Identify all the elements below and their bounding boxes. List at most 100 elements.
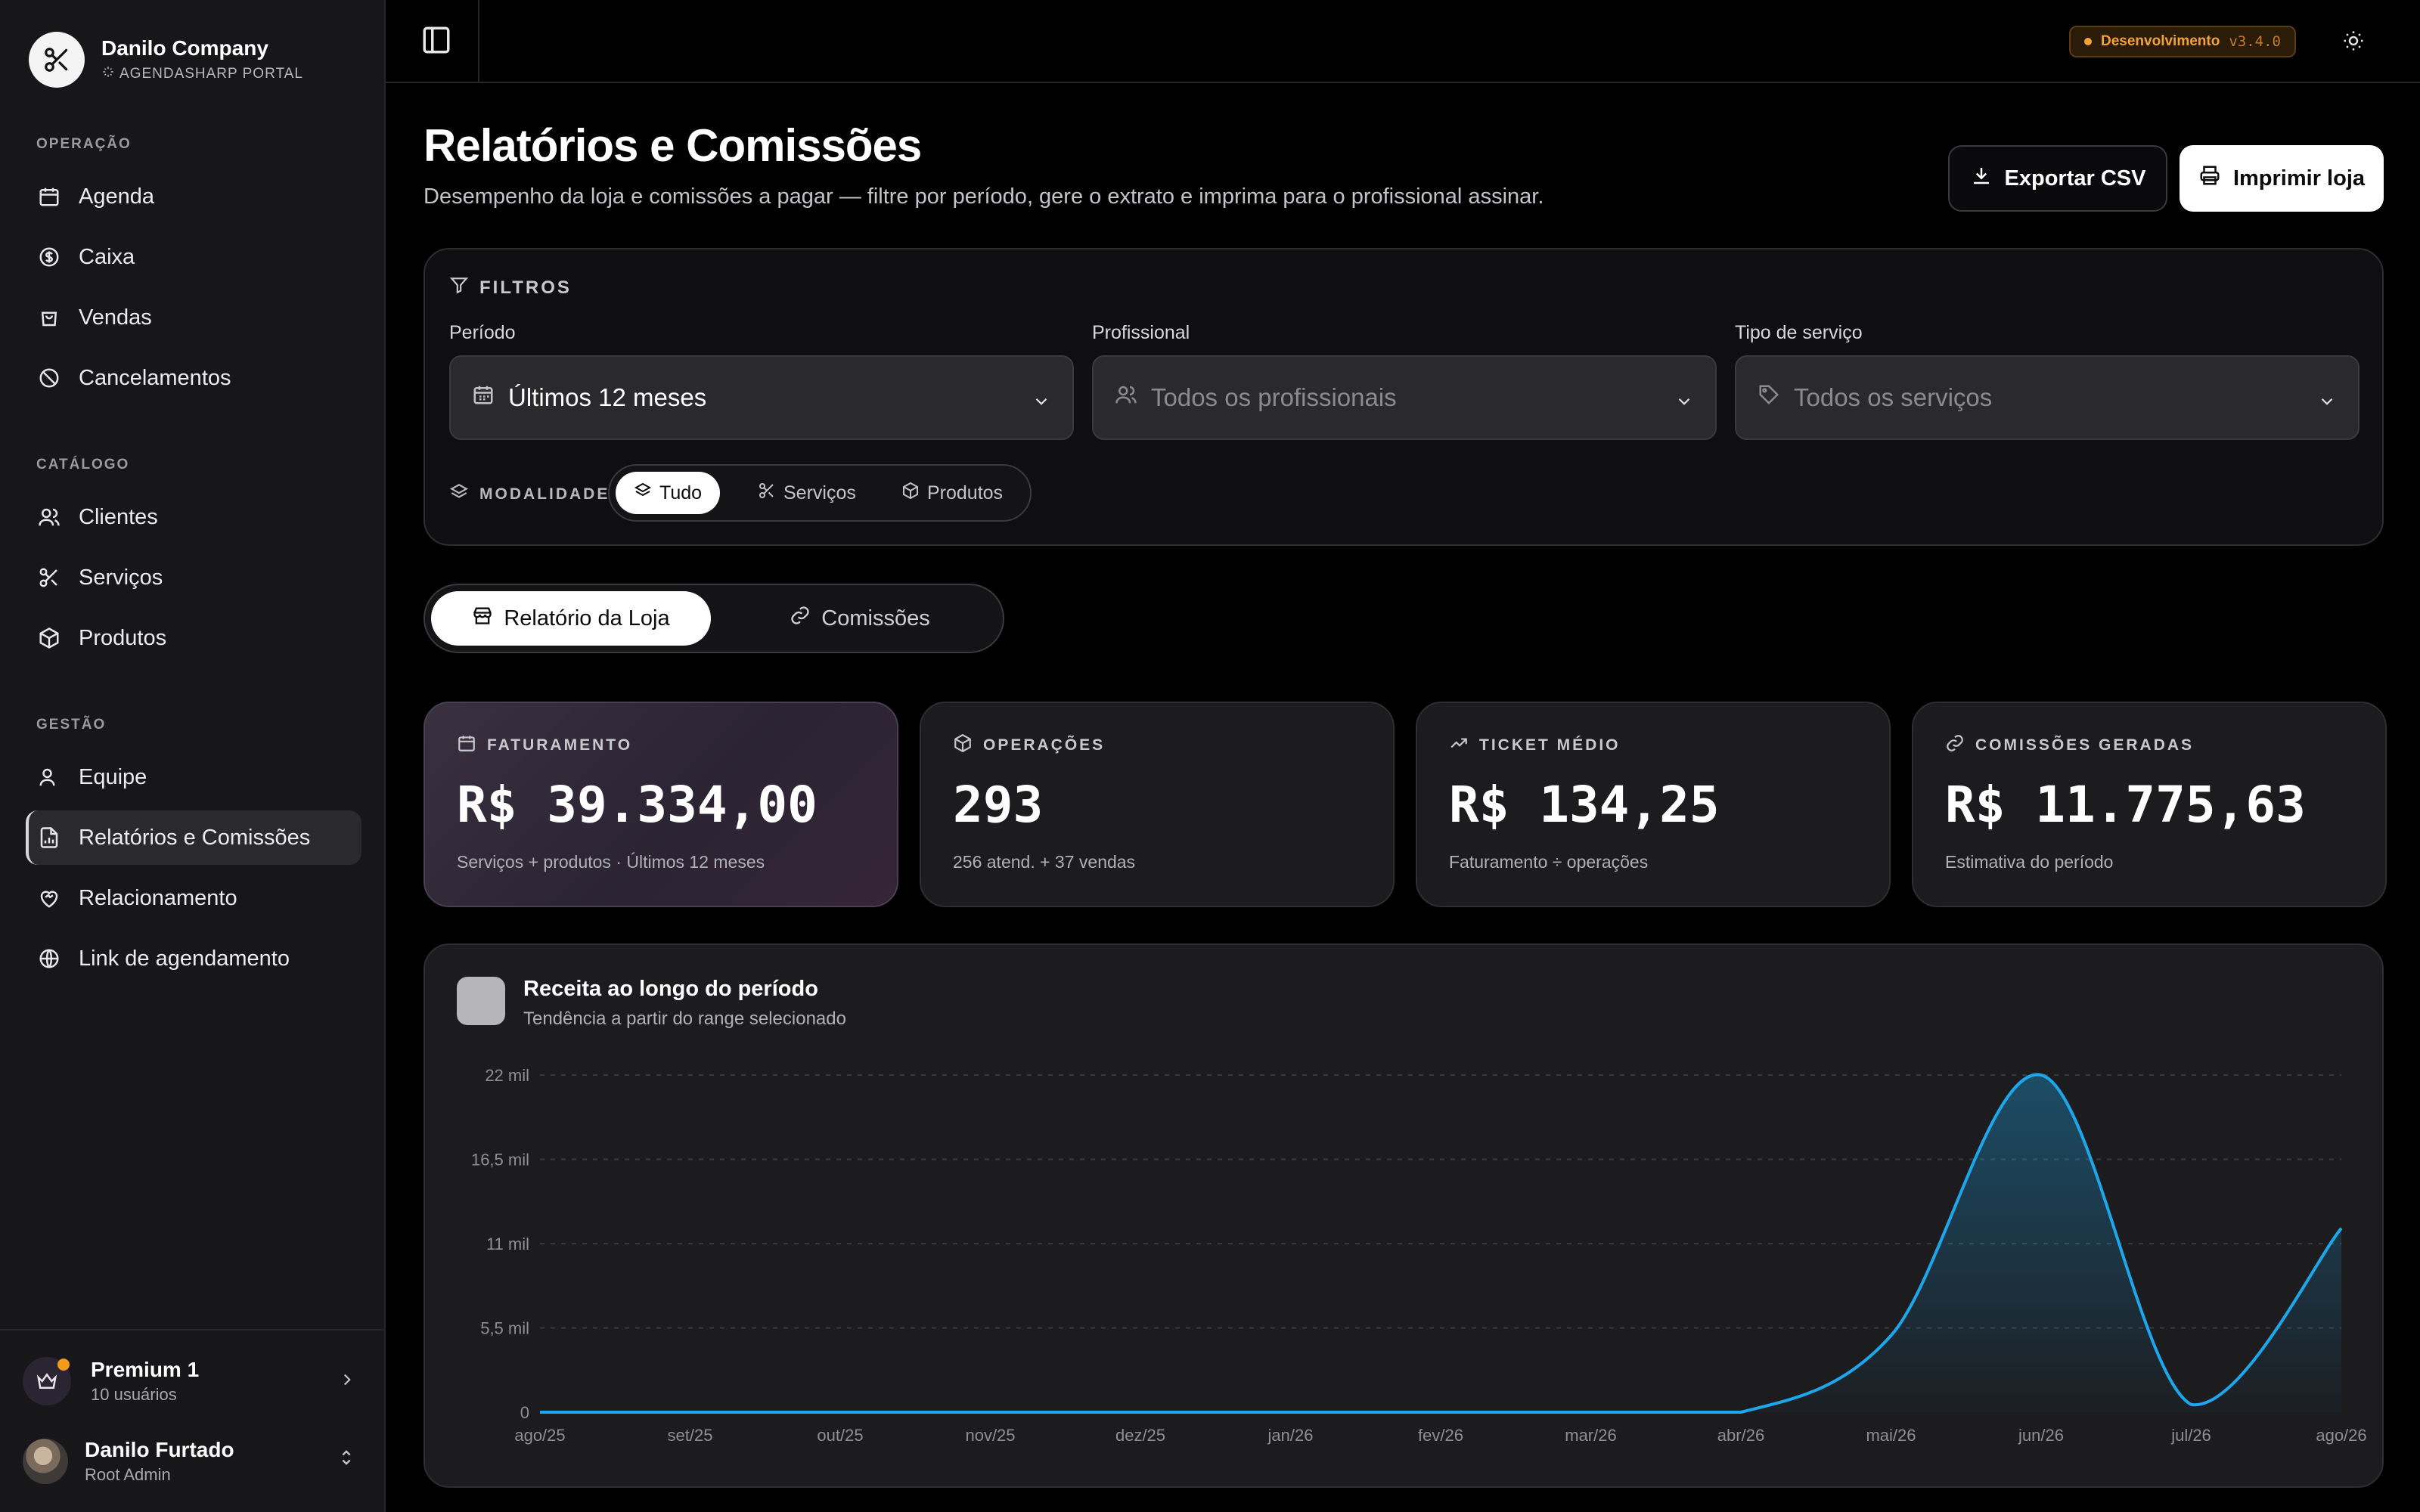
period-value: Últimos 12 meses	[508, 383, 707, 411]
kpi-subtext: Faturamento ÷ operações	[1449, 852, 1649, 872]
users-icon	[36, 504, 62, 530]
nav-section-gestao: GESTÃO	[36, 717, 107, 733]
professional-select[interactable]: Todos os profissionais	[1092, 355, 1717, 440]
ban-icon	[36, 365, 62, 391]
sidebar-divider	[0, 1329, 384, 1331]
period-select[interactable]: Últimos 12 meses	[449, 355, 1074, 440]
revenue-area	[540, 1074, 2341, 1412]
calendar-icon	[36, 184, 62, 209]
sidebar-item-produtos[interactable]: Produtos	[26, 611, 361, 665]
kpi-subtext: Serviços + produtos · Últimos 12 meses	[457, 852, 765, 872]
trending-up-icon	[1449, 733, 1469, 758]
sidebar-item-label: Serviços	[79, 565, 163, 590]
modality-option-tudo[interactable]: Tudo	[616, 472, 721, 514]
x-tick-label: jan/26	[1267, 1426, 1314, 1445]
sidebar-item-link-agendamento[interactable]: Link de agendamento	[26, 931, 361, 986]
chart-title: Receita ao longo do período	[523, 977, 818, 1001]
brand-name: Danilo Company	[101, 36, 268, 60]
kpi-operacoes: OPERAÇÕES 293 256 atend. + 37 vendas	[920, 702, 1395, 907]
brand[interactable]: Danilo Company AGENDASHARP PORTAL	[29, 32, 303, 88]
user-role: Root Admin	[85, 1465, 171, 1484]
modality-option-produtos[interactable]: Produtos	[883, 472, 1021, 514]
kpi-value: R$ 134,25	[1449, 776, 1720, 834]
heart-handshake-icon	[36, 885, 62, 911]
export-csv-label: Exportar CSV	[2004, 166, 2146, 191]
user-menu[interactable]: Danilo Furtado Root Admin	[23, 1427, 363, 1495]
service-type-label: Tipo de serviço	[1735, 322, 1863, 343]
report-tabs: Relatório da Loja Comissões	[424, 584, 1004, 653]
user-name: Danilo Furtado	[85, 1438, 234, 1461]
x-tick-label: set/25	[668, 1426, 713, 1445]
sidebar-item-relacionamento[interactable]: Relacionamento	[26, 871, 361, 925]
x-tick-label: dez/25	[1115, 1426, 1165, 1445]
x-tick-label: nov/25	[965, 1426, 1015, 1445]
sidebar-item-label: Equipe	[79, 764, 147, 789]
y-tick-label: 11 mil	[486, 1235, 529, 1253]
sidebar-item-label: Cancelamentos	[79, 365, 231, 390]
env-status-dot	[2084, 38, 2092, 45]
x-tick-label: fev/26	[1418, 1426, 1463, 1445]
x-tick-label: abr/26	[1717, 1426, 1764, 1445]
sidebar-item-cancelamentos[interactable]: Cancelamentos	[26, 351, 361, 405]
service-type-select[interactable]: Todos os serviços	[1735, 355, 2360, 440]
sidebar-item-vendas[interactable]: Vendas	[26, 290, 361, 345]
sidebar-item-agenda[interactable]: Agenda	[26, 169, 361, 224]
topbar: Desenvolvimento v3.4.0	[386, 0, 2420, 83]
sun-icon	[2342, 29, 2365, 56]
x-tick-label: mai/26	[1866, 1426, 1916, 1445]
dollar-circle-icon	[36, 244, 62, 270]
sidebar-item-label: Vendas	[79, 305, 152, 330]
nav-section-operacao: OPERAÇÃO	[36, 136, 132, 152]
tab-comissoes[interactable]: Comissões	[720, 591, 1000, 646]
y-tick-label: 0	[520, 1403, 529, 1422]
x-tick-label: ago/25	[514, 1426, 565, 1445]
chevron-down-icon	[2317, 389, 2337, 417]
service-type-placeholder: Todos os serviços	[1794, 383, 1993, 411]
chart-icon	[457, 977, 505, 1025]
kpi-value: R$ 39.334,00	[457, 776, 818, 834]
modality-segmented-control: Tudo Serviços Produtos	[608, 464, 1032, 522]
export-csv-button[interactable]: Exportar CSV	[1948, 145, 2167, 212]
kpi-value: R$ 11.775,63	[1945, 776, 2306, 834]
sidebar: Danilo Company AGENDASHARP PORTAL OPERAÇ…	[0, 0, 386, 1512]
package-icon	[36, 625, 62, 651]
modality-option-servicos[interactable]: Serviços	[740, 472, 874, 514]
sidebar-item-servicos[interactable]: Serviços	[26, 550, 361, 605]
layers-icon	[449, 482, 469, 507]
sidebar-item-equipe[interactable]: Equipe	[26, 750, 361, 804]
tag-icon	[1758, 383, 1780, 412]
users-icon	[1115, 383, 1137, 412]
environment-badge: Desenvolvimento v3.4.0	[2069, 26, 2296, 57]
revenue-chart-card: Receita ao longo do período Tendência a …	[424, 943, 2384, 1488]
x-tick-label: ago/26	[2316, 1426, 2366, 1445]
kpi-value: 293	[953, 776, 1044, 834]
sidebar-toggle-button[interactable]	[419, 24, 454, 59]
professional-label: Profissional	[1092, 322, 1190, 343]
kpi-faturamento: FATURAMENTO R$ 39.334,00 Serviços + prod…	[424, 702, 898, 907]
sidebar-item-label: Relacionamento	[79, 885, 237, 910]
theme-toggle-button[interactable]	[2338, 27, 2369, 57]
env-version: v3.4.0	[2229, 33, 2281, 50]
kpi-ticket-medio: TICKET MÉDIO R$ 134,25 Faturamento ÷ ope…	[1416, 702, 1891, 907]
plan-card[interactable]: Premium 1 10 usuários	[23, 1347, 363, 1415]
sidebar-item-clientes[interactable]: Clientes	[26, 490, 361, 544]
topbar-divider	[478, 0, 479, 83]
print-store-button[interactable]: Imprimir loja	[2180, 145, 2384, 212]
brand-subtitle: AGENDASHARP PORTAL	[101, 65, 303, 83]
package-icon	[901, 482, 920, 505]
sidebar-item-relatorios[interactable]: Relatórios e Comissões	[26, 810, 361, 865]
x-tick-label: out/25	[817, 1426, 863, 1445]
user-icon	[36, 764, 62, 790]
shopping-bag-icon	[36, 305, 62, 330]
layers-icon	[634, 482, 652, 505]
y-tick-label: 5,5 mil	[480, 1319, 529, 1338]
sidebar-item-caixa[interactable]: Caixa	[26, 230, 361, 284]
x-tick-label: jun/26	[2018, 1426, 2064, 1445]
chevrons-up-down-icon	[336, 1447, 357, 1472]
tab-relatorio-loja[interactable]: Relatório da Loja	[431, 591, 711, 646]
panel-left-icon	[420, 24, 452, 60]
sidebar-item-label: Agenda	[79, 184, 154, 209]
kpi-label: FATURAMENTO	[487, 736, 633, 754]
plan-notification-dot	[57, 1359, 70, 1371]
page-title: Relatórios e Comissões	[424, 120, 922, 171]
